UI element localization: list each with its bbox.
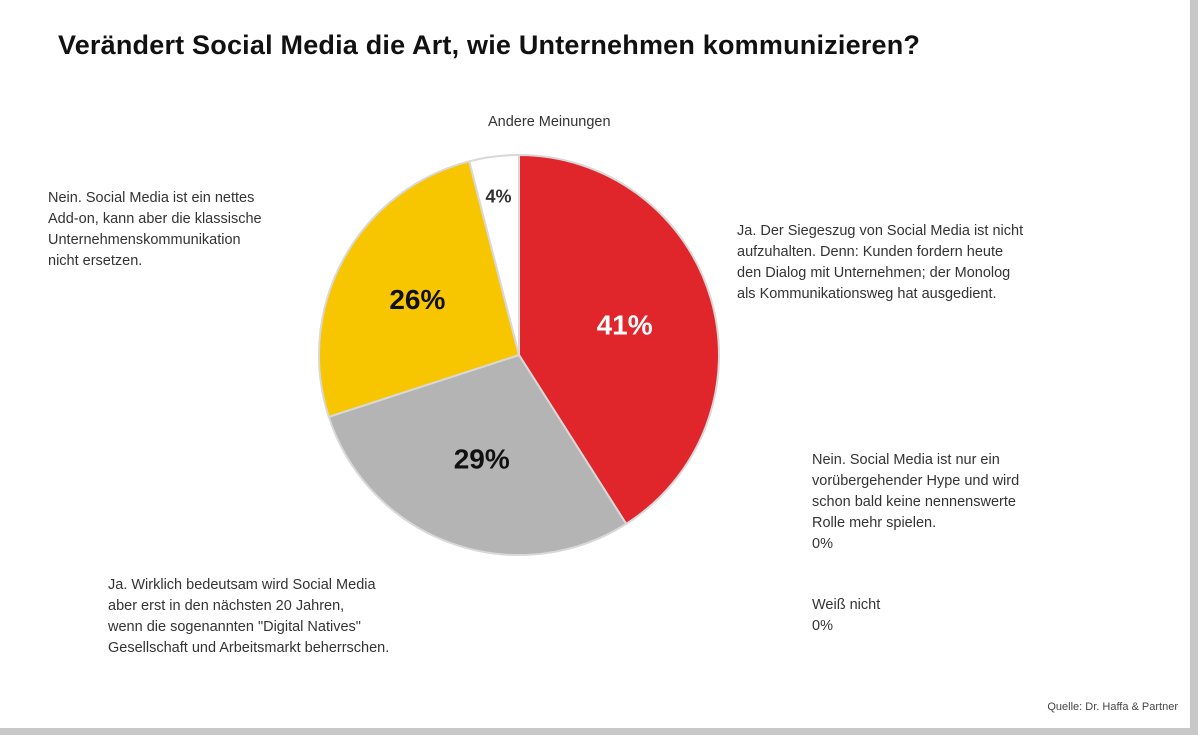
- label-ja-20-jahre: Ja. Wirklich bedeutsam wird Social Media…: [108, 575, 389, 659]
- label-ja-siegeszug: Ja. Der Siegeszug von Social Media ist n…: [737, 221, 1023, 305]
- label-line: aber erst in den nächsten 20 Jahren,: [108, 598, 345, 614]
- label-line: als Kommunikationsweg hat ausgedient.: [737, 286, 997, 302]
- pie-slice: [518, 153, 720, 526]
- label-nein-hype: Nein. Social Media ist nur ein vorüberge…: [812, 450, 1019, 555]
- label-andere-meinungen: Andere Meinungen: [488, 112, 611, 133]
- label-line: den Dialog mit Unternehmen; der Monolog: [737, 265, 1011, 281]
- label-line: Andere Meinungen: [488, 114, 611, 130]
- label-line: Add-on, kann aber die klassische: [48, 211, 262, 227]
- label-line: nicht ersetzen.: [48, 253, 143, 269]
- label-line: aufzuhalten. Denn: Kunden fordern heute: [737, 244, 1004, 260]
- label-line: Unternehmenskommunikation: [48, 232, 241, 248]
- slice-value-label: 26%: [389, 284, 445, 315]
- value-label: 0%: [812, 618, 833, 634]
- label-line: schon bald keine nennenswerte: [812, 494, 1016, 510]
- label-line: Nein. Social Media ist ein nettes: [48, 190, 255, 206]
- label-line: Nein. Social Media ist nur ein: [812, 452, 1000, 468]
- label-line: Rolle mehr spielen.: [812, 515, 937, 531]
- slice-value-label: 4%: [485, 186, 511, 206]
- label-weiss-nicht: Weiß nicht 0%: [812, 595, 880, 637]
- slice-value-label: 41%: [597, 309, 653, 340]
- label-line: Gesellschaft und Arbeitsmarkt beherrsche…: [108, 640, 390, 656]
- label-line: wenn die sogenannten "Digital Natives": [108, 619, 361, 635]
- label-nein-add-on: Nein. Social Media ist ein nettes Add-on…: [48, 188, 262, 272]
- label-line: Weiß nicht: [812, 597, 881, 613]
- pie-slice: [327, 353, 628, 556]
- value-label: 0%: [812, 536, 833, 552]
- slice-value-label: 29%: [454, 443, 510, 474]
- source-note: Quelle: Dr. Haffa & Partner: [1047, 701, 1178, 713]
- pie-slice: [318, 160, 521, 419]
- chart-title: Verändert Social Media die Art, wie Unte…: [58, 30, 921, 60]
- pie-slice: [468, 153, 520, 356]
- label-line: Ja. Der Siegeszug von Social Media ist n…: [737, 223, 1024, 239]
- label-line: vorübergehender Hype und wird: [812, 473, 1020, 489]
- label-line: Ja. Wirklich bedeutsam wird Social Media: [108, 577, 376, 593]
